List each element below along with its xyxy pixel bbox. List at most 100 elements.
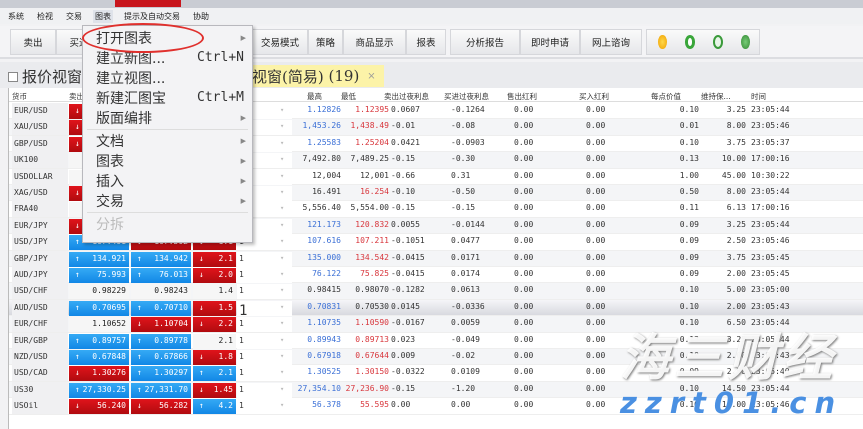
menu-item-5[interactable]: 文档 ▶ [83,131,252,150]
table-row[interactable]: EUR/CHF 1.10652 ↓ 1.10704 ↓ 2.2 1 ▾ 1.10735 1.105… [9,316,863,333]
chevron-down-icon[interactable]: ▾ [280,352,285,360]
buy-price-cell[interactable]: ↑ 0.67866 [131,350,191,365]
sell-price-cell[interactable]: ↓ 56.240 [69,399,129,415]
col-sell[interactable]: 卖出 [69,92,84,101]
lot-select[interactable]: 1▾ [237,399,292,415]
lot-select[interactable]: 1▾ [237,300,292,319]
menu-item-6[interactable]: 图表 ▶ [83,151,252,170]
menu-item-7[interactable]: 插入 ▶ [83,171,252,190]
buy-price-cell[interactable]: ↑ 76.013 [131,268,191,283]
buy-price-cell[interactable]: 0.98243 [131,284,191,300]
chevron-down-icon[interactable]: ▾ [280,237,285,246]
analysis-report-button[interactable]: 分析报告 [450,29,520,55]
menu-5[interactable]: 协助 [193,11,209,21]
chevron-down-icon[interactable]: ▾ [280,138,285,147]
buy-price-cell[interactable]: ↓ 1.10704 [131,317,191,333]
sell-price-cell[interactable]: ↑ 27,330.25 [69,382,129,398]
trade-mode-button[interactable]: 交易模式 [252,29,308,55]
menu-item-4[interactable]: 版面编排 ▶ [83,108,252,127]
chevron-down-icon[interactable]: ▾ [280,220,285,229]
lot-select[interactable]: 1▾ [237,251,292,267]
table-row[interactable]: USOil ↓ 56.240 ↓ 56.282 ↑ 4.2 1 ▾ 56.378 55.595 0.0… [9,398,863,415]
lot-select[interactable]: 1▾ [237,333,292,349]
menu-4[interactable]: 提示及自动交易 [124,11,180,21]
spread-price-cell[interactable]: ↓ 2.2 [193,317,236,333]
table-row[interactable]: GBP/JPY ↑ 134.921 ↑ 134.942 ↓ 2.1 1 ▾ 135.000 134.… [9,250,863,267]
tab-quote-window-simple[interactable]: 视窗(简易) (19) × [238,65,384,87]
col-sell-swap[interactable]: 卖出过夜利息 [384,92,429,101]
chevron-down-icon[interactable]: ▾ [280,401,285,410]
sell-price-cell[interactable]: ↑ 0.70695 [69,300,129,316]
col-buy-dividend[interactable]: 买入红利 [579,92,609,101]
table-row[interactable]: AUD/JPY ↑ 75.993 ↑ 76.013 ↓ 2.0 1 ▾ 76.122 75.825-… [9,267,863,284]
menu-1[interactable]: 检视 [37,11,53,21]
lot-select[interactable]: 1▾ [237,366,292,382]
spread-price-cell[interactable]: 2.1 [193,333,236,349]
menu-item-1[interactable]: 建立新图... Ctrl+N [83,48,252,67]
sell-button[interactable]: 卖出 [10,29,56,55]
menu-item-3[interactable]: 新建汇图宝 Ctrl+M [83,88,252,107]
product-display-button[interactable]: 商品显示 [343,29,406,55]
sell-price-cell[interactable]: ↑ 134.921 [69,251,129,267]
spread-price-cell[interactable]: ↓ 1.45 [193,382,236,398]
chevron-down-icon[interactable]: ▾ [280,302,285,311]
lot-select[interactable]: 1▾ [237,268,292,283]
chevron-down-icon[interactable]: ▾ [280,384,285,393]
report-button[interactable]: 报表 [406,29,446,55]
spread-price-cell[interactable]: ↓ 2.0 [193,268,236,283]
chevron-down-icon[interactable]: ▾ [280,188,285,196]
menu-3[interactable]: 图表 [93,9,113,23]
lot-select[interactable]: 1▾ [237,317,292,333]
lot-select[interactable]: 1▾ [237,382,292,398]
table-row[interactable]: FRA40 ▾ 5,556.40 5,554.00 -0.15 -0.15 0.00 0.00… [9,201,863,218]
chevron-down-icon[interactable]: ▾ [280,204,285,213]
buy-price-cell[interactable]: ↑ 0.89778 [131,333,191,349]
refresh-icon[interactable] [684,35,696,49]
sell-price-cell[interactable]: 1.10652 [69,317,129,333]
spread-price-cell[interactable]: ↑ 4.2 [193,399,236,415]
menu-0[interactable]: 系统 [8,11,24,21]
lot-select[interactable]: 1▾ [237,350,292,365]
buy-price-cell[interactable]: ↑ 1.30297 [131,366,191,382]
col-symbol[interactable]: 货币 [12,92,27,101]
history-icon[interactable] [713,35,724,49]
table-row[interactable]: US30 ↑ 27,330.25 ↑ 27,331.70 ↓ 1.45 1 ▾ 27,354.10… [9,381,863,399]
table-row[interactable]: AUD/USD ↑ 0.70695 ↑ 0.70710 ↓ 1.5 1 ▾ 0.70831 0.70… [9,299,863,319]
col-pip-value[interactable]: 每点价值 [651,92,681,101]
spread-price-cell[interactable]: ↓ 1.8 [193,350,236,365]
sell-price-cell[interactable]: ↓ 1.30276 [69,366,129,382]
network-icon[interactable] [741,35,750,49]
chevron-down-icon[interactable]: ▾ [280,286,285,295]
instant-apply-button[interactable]: 即时申请 [520,29,580,55]
col-low[interactable]: 最低 [341,92,356,101]
chevron-down-icon[interactable]: ▾ [280,270,285,278]
sell-price-cell[interactable]: ↑ 75.993 [69,268,129,283]
chevron-down-icon[interactable]: ▾ [280,368,285,377]
col-sell-dividend[interactable]: 售出红利 [507,92,537,101]
buy-price-cell[interactable]: ↓ 56.282 [131,399,191,415]
table-row[interactable]: USD/CHF 0.98229 0.98243 1.4 1 ▾ 0.98415 0.98070… [9,283,863,300]
sell-price-cell[interactable]: 0.98229 [69,284,129,300]
spread-price-cell[interactable]: ↓ 2.1 [193,251,236,267]
spread-price-cell[interactable]: ↑ 2.1 [193,366,236,382]
col-margin[interactable]: 维持保... [701,92,731,101]
chevron-down-icon[interactable]: ▾ [280,319,285,328]
col-high[interactable]: 最高 [307,92,322,101]
close-icon[interactable]: × [367,70,376,82]
menu-item-8[interactable]: 交易 ▶ [83,191,252,210]
spread-price-cell[interactable]: 1.4 [193,284,236,300]
online-consult-button[interactable]: 网上谘询 [580,29,642,55]
chevron-down-icon[interactable]: ▾ [280,171,285,180]
buy-price-cell[interactable]: ↑ 0.70710 [131,300,191,316]
tab-quote-window[interactable]: 报价视窗 [8,66,82,87]
table-row[interactable]: USD/CAD ↓ 1.30276 ↑ 1.30297 ↑ 2.1 1 ▾ 1.30525 1.30… [9,365,863,382]
chevron-down-icon[interactable]: ▾ [280,122,285,131]
col-buy-swap[interactable]: 买进过夜利息 [444,92,489,101]
chevron-down-icon[interactable]: ▾ [280,106,285,114]
sell-price-cell[interactable]: ↑ 0.67848 [69,350,129,365]
table-row[interactable]: EUR/GBP ↑ 0.89757 ↑ 0.89778 2.1 1 ▾ 0.89943 0.897… [9,332,863,349]
buy-price-cell[interactable]: ↑ 27,331.70 [131,382,191,398]
menu-2[interactable]: 交易 [66,11,82,21]
clock-icon[interactable] [658,35,667,49]
lot-select[interactable]: 1▾ [237,284,292,300]
